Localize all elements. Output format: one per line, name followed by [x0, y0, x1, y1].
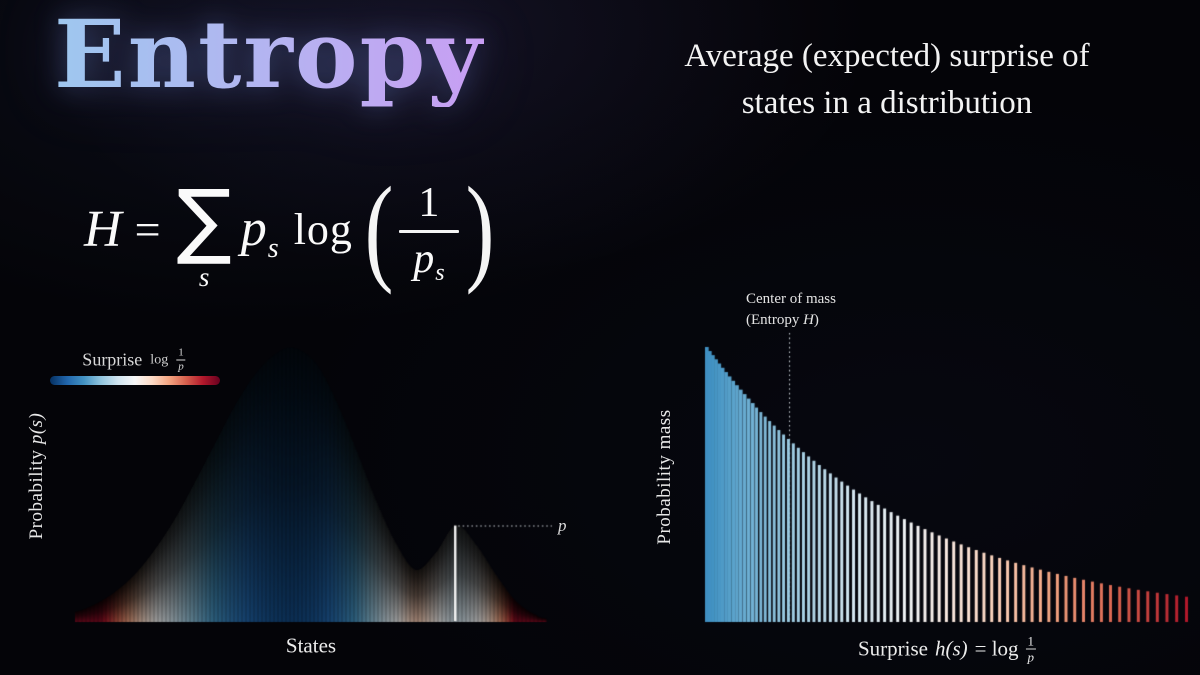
- formula-H: H: [84, 200, 122, 258]
- left-ylabel-math: p(s): [26, 412, 47, 445]
- entropy-formula: H = ∑ s p s log ( 1 p s ): [84, 158, 500, 300]
- formula-fraction: 1 p s: [398, 179, 459, 286]
- right-chart-ylabel: Probability mass: [654, 409, 675, 545]
- left-ylabel-prefix: Probability: [26, 449, 47, 540]
- right-xlabel-eq: = log: [974, 636, 1019, 661]
- fraction-numerator: 1: [418, 179, 440, 226]
- left-chart-xlabel: States: [285, 633, 337, 658]
- formula-equals: =: [134, 203, 161, 255]
- formula-log: log: [293, 204, 353, 254]
- right-xlabel-prefix: Surprise: [857, 636, 928, 661]
- fraction-bar: [398, 229, 459, 233]
- left-chart-ylabel: Probability p(s): [26, 413, 48, 540]
- sum-symbol: ∑: [176, 172, 232, 268]
- com-line1: Center of mass: [746, 291, 836, 307]
- legend-fraction: 1 p: [176, 346, 186, 373]
- sum-subscript: s: [198, 261, 210, 292]
- formula-p-s: p s: [240, 200, 279, 265]
- surprise-colorbar: [50, 376, 220, 385]
- fraction-denominator: p s: [413, 235, 444, 286]
- right-chart-xlabel: Surprise h(s) = log 1 p: [857, 633, 1037, 665]
- fraction-den-p: p: [413, 235, 435, 282]
- formula-sum: ∑ s: [176, 172, 232, 292]
- subtitle-line2: states in a distribution: [741, 85, 1033, 121]
- paren-right: ): [465, 162, 495, 295]
- fraction-den-sub: s: [435, 259, 445, 286]
- legend-frac-den: p: [178, 360, 184, 373]
- legend-log: log: [150, 352, 169, 367]
- right-xlabel-fraction: 1 p: [1025, 633, 1037, 665]
- center-of-mass-annotation: Center of mass (Entropy H): [746, 289, 836, 331]
- subtitle-line1: Average (expected) surprise of: [684, 38, 1090, 74]
- page-title: Entropy: [54, 0, 484, 110]
- right-xlabel-frac-den: p: [1027, 649, 1035, 665]
- right-xlabel-frac-num: 1: [1025, 633, 1037, 650]
- legend-label: Surprise: [82, 349, 143, 370]
- surprise-legend: Surprise log 1 p: [82, 346, 186, 373]
- com-line2: (Entropy H): [746, 312, 819, 328]
- subtitle: Average (expected) surprise of states in…: [588, 33, 1186, 127]
- formula-p: p: [240, 200, 267, 257]
- marker-p-label: p: [558, 516, 567, 535]
- right-xlabel-math: h(s): [934, 636, 968, 661]
- legend-frac-num: 1: [176, 346, 186, 361]
- paren-left: (: [364, 162, 394, 295]
- formula-p-sub: s: [267, 233, 279, 264]
